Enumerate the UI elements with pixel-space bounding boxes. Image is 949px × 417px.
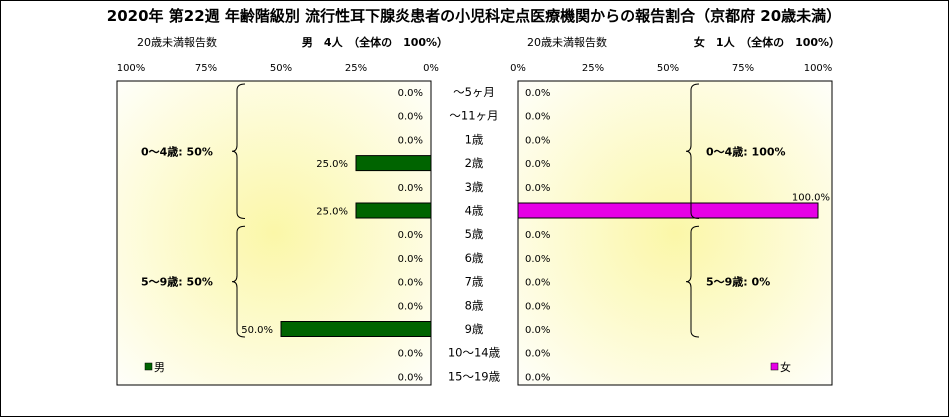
male-summary: 男 4人 （全体の 100%） (302, 35, 448, 49)
male-bar (355, 155, 432, 172)
right-tick-label: 75% (732, 63, 754, 74)
female-bar (517, 202, 819, 219)
right-tick-label: 100% (804, 63, 833, 74)
legend-female-swatch (770, 362, 779, 371)
left-plot-area (116, 80, 432, 386)
female-summary: 女 1人 （全体の 100%） (694, 35, 840, 49)
male-data-label: 0.0% (398, 183, 423, 194)
male-bar (355, 202, 432, 219)
legend-male-label: 男 (154, 361, 165, 374)
male-group-brace (231, 225, 246, 338)
age-category-label: ～5ヶ月 (453, 85, 495, 99)
female-group-label: 0～4歳: 100% (706, 144, 786, 158)
male-data-label: 50.0% (241, 325, 273, 336)
male-data-label: 0.0% (398, 230, 423, 241)
female-data-label: 0.0% (525, 183, 550, 194)
female-data-label: 0.0% (525, 159, 550, 170)
female-data-label: 0.0% (525, 278, 550, 289)
male-data-label: 0.0% (398, 112, 423, 123)
female-group-brace (685, 83, 700, 219)
male-group-brace (231, 83, 246, 219)
female-group-label: 5～9歳: 0% (706, 275, 770, 289)
age-category-label: 3歳 (465, 180, 484, 194)
age-category-label: 7歳 (465, 275, 484, 289)
chart-title: 2020年 第22週 年齢階級別 流行性耳下腺炎患者の小児科定点医療機関からの報… (107, 7, 841, 25)
right-tick-label: 25% (582, 63, 604, 74)
female-data-label: 0.0% (525, 135, 550, 146)
right-plot-area (517, 80, 833, 386)
female-data-label: 0.0% (525, 112, 550, 123)
female-data-label: 0.0% (525, 230, 550, 241)
age-category-label: 10～14歳 (448, 346, 501, 360)
male-group-label: 5～9歳: 50% (141, 275, 213, 289)
age-category-label: 8歳 (465, 298, 484, 312)
age-category-label: 2歳 (465, 156, 484, 170)
male-data-label: 0.0% (398, 135, 423, 146)
female-data-label: 100.0% (792, 193, 830, 204)
female-group-brace (685, 225, 700, 338)
right-tick-label: 50% (657, 63, 679, 74)
right-count-label: 20歳未満報告数 (527, 36, 607, 49)
male-data-label: 0.0% (398, 88, 423, 99)
left-tick-label: 25% (345, 63, 367, 74)
female-data-label: 0.0% (525, 372, 550, 383)
left-tick-label: 100% (117, 63, 146, 74)
male-bar (280, 321, 432, 337)
age-category-label: 1歳 (465, 132, 484, 146)
female-data-label: 0.0% (525, 254, 550, 265)
female-data-label: 0.0% (525, 88, 550, 99)
female-data-label: 0.0% (525, 301, 550, 312)
left-tick-label: 0% (423, 63, 439, 74)
left-tick-label: 50% (270, 63, 292, 74)
age-category-label: 6歳 (465, 251, 484, 265)
male-group-label: 0～4歳: 50% (141, 144, 213, 158)
legend-male-swatch (144, 362, 153, 371)
age-category-label: 4歳 (465, 204, 484, 218)
age-category-label: 5歳 (465, 227, 484, 241)
age-category-label: ～11ヶ月 (449, 109, 498, 123)
male-data-label: 0.0% (398, 301, 423, 312)
age-category-label: 9歳 (465, 322, 484, 336)
male-data-label: 0.0% (398, 278, 423, 289)
chart-marks: 100% 75% 50% 25% 0% 0% 25% 50% 75% 100% ～5ヶ月 ～11ヶ月 1… (117, 63, 833, 383)
legend-female-label: 女 (780, 360, 791, 374)
male-data-label: 25.0% (316, 159, 348, 170)
female-data-label: 0.0% (525, 349, 550, 360)
male-data-label: 0.0% (398, 349, 423, 360)
right-tick-label: 0% (510, 63, 526, 74)
female-data-label: 0.0% (525, 325, 550, 336)
left-count-label: 20歳未満報告数 (137, 36, 217, 49)
left-tick-label: 75% (195, 63, 217, 74)
age-category-label: 15～19歳 (448, 369, 501, 383)
male-data-label: 0.0% (398, 372, 423, 383)
male-data-label: 0.0% (398, 254, 423, 265)
male-data-label: 25.0% (316, 207, 348, 218)
